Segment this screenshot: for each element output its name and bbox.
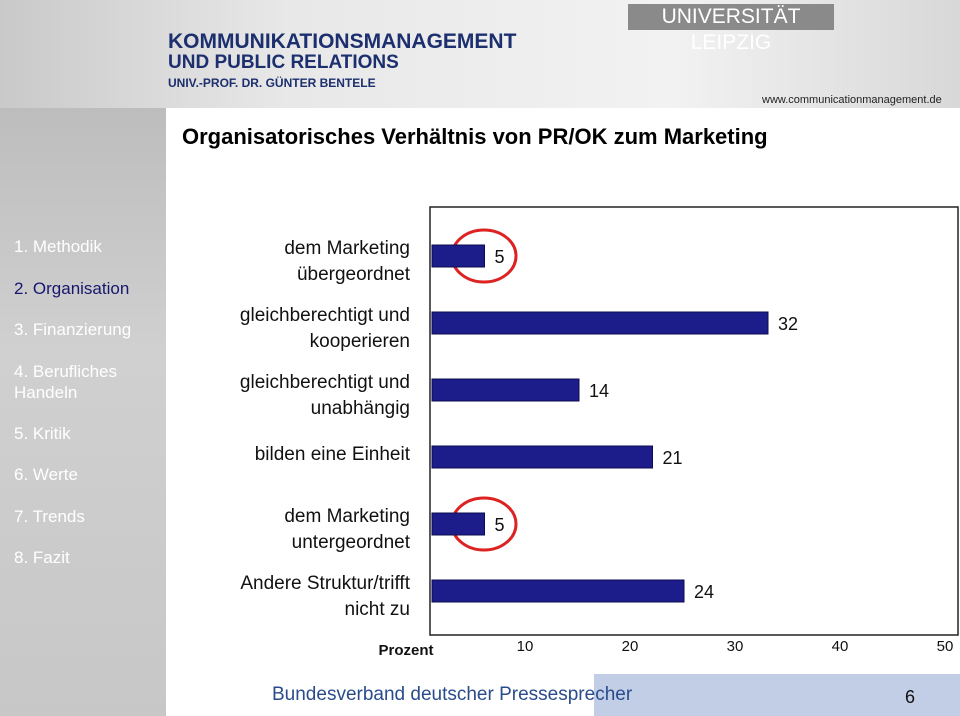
category-label: dem Marketing untergeordnet (284, 506, 410, 553)
nav-item[interactable]: 4. Berufliches Handeln (14, 362, 117, 402)
category-label: gleichberechtigt und unabhängig (239, 372, 410, 419)
sidebar (0, 108, 166, 716)
footer-bar (594, 674, 960, 716)
value-label: 5 (495, 247, 505, 267)
bar (431, 311, 769, 335)
url: www.communicationmanagement.de (762, 94, 942, 106)
x-tick-label: 50 (937, 638, 954, 655)
plot-frame (429, 206, 959, 636)
nav-item[interactable]: 6. Werte (14, 465, 78, 484)
category-label: bilden eine Einheit (254, 444, 410, 465)
header-line: UNIV.-PROF. DR. GÜNTER BENTELE (168, 76, 376, 90)
x-tick-label: 20 (622, 638, 639, 655)
value-label: 14 (589, 381, 609, 401)
x-tick-label: 10 (517, 638, 534, 655)
x-tick-label: 30 (727, 638, 744, 655)
x-axis-label: Prozent (378, 642, 433, 659)
chart-title: Organisatorisches Verhältnis von PR/OK z… (182, 124, 768, 149)
nav-item[interactable]: 2. Organisation (14, 279, 130, 298)
value-label: 32 (778, 314, 798, 334)
category-label: gleichberechtigt und kooperieren (239, 305, 410, 352)
nav-item[interactable]: 8. Fazit (14, 548, 70, 567)
bar (431, 378, 580, 402)
x-tick-label: 40 (832, 638, 849, 655)
nav-item[interactable]: 5. Kritik (14, 424, 71, 443)
header: UNIVERSITÄT LEIPZIG KOMMUNIKATIONSMANAGE… (0, 0, 960, 108)
bar (431, 445, 653, 469)
nav-item[interactable]: 1. Methodik (14, 237, 102, 256)
page-number: 6 (905, 687, 915, 707)
value-label: 21 (663, 448, 683, 468)
value-label: 5 (495, 515, 505, 535)
category-label: Andere Struktur/trifft nicht zu (240, 573, 410, 620)
university: UNIVERSITÄT LEIPZIG (628, 4, 834, 54)
value-label: 24 (694, 582, 714, 602)
bar (431, 579, 685, 603)
header-line: KOMMUNIKATIONSMANAGEMENT (168, 30, 517, 53)
bar (431, 512, 485, 536)
footer-logo: Bundesverband deutscher Pressesprecher (272, 684, 633, 705)
nav-item[interactable]: 3. Finanzierung (14, 320, 132, 339)
header-line: UND PUBLIC RELATIONS (168, 52, 399, 73)
category-label: dem Marketing übergeordnet (284, 238, 410, 285)
nav-item[interactable]: 7. Trends (14, 507, 85, 526)
bar (431, 244, 485, 268)
